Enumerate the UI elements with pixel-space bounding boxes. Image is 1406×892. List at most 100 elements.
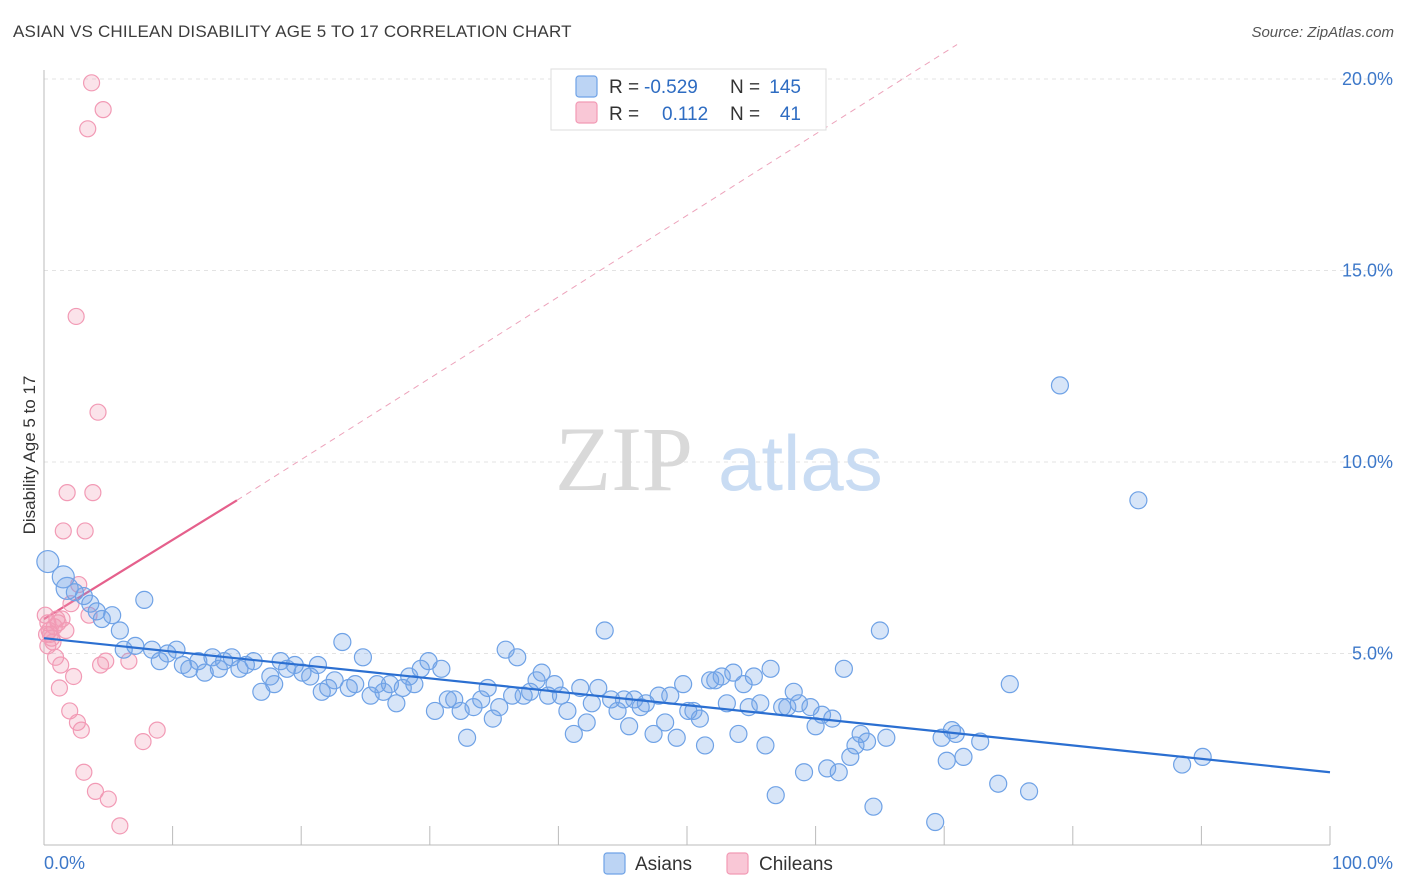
asian-point bbox=[1129, 491, 1148, 510]
asian-point bbox=[734, 675, 753, 694]
asian-point bbox=[464, 698, 483, 717]
asian-point bbox=[483, 709, 502, 728]
legend-r-label-chileans: R = bbox=[609, 104, 639, 125]
asian-point bbox=[729, 724, 748, 744]
chilean-point bbox=[120, 652, 138, 670]
y-axis-label: Disability Age 5 to 17 bbox=[20, 376, 39, 535]
asian-point bbox=[751, 694, 770, 713]
asian-point bbox=[744, 667, 763, 686]
asian-point bbox=[189, 652, 208, 671]
asian-point bbox=[667, 728, 686, 747]
asian-point bbox=[818, 759, 837, 778]
chilean-point bbox=[99, 790, 117, 808]
chilean-point bbox=[44, 633, 62, 651]
asian-point bbox=[508, 648, 527, 667]
asian-point bbox=[308, 655, 328, 675]
asian-point bbox=[1173, 755, 1192, 774]
asian-point bbox=[717, 694, 736, 713]
legend-correlation: R = -0.529 N = 145 R = 0.112 N = 41 bbox=[550, 68, 827, 131]
asian-point bbox=[971, 732, 990, 751]
asian-point bbox=[445, 690, 464, 709]
asian-point bbox=[644, 724, 663, 744]
y-tick-label-3: 20.0% bbox=[1342, 69, 1393, 89]
asian-point bbox=[789, 694, 808, 713]
asian-point bbox=[472, 690, 491, 709]
asian-point bbox=[457, 728, 477, 747]
chilean-point bbox=[52, 656, 70, 674]
legend-bottom-label-chileans: Chileans bbox=[759, 854, 833, 875]
asian-point bbox=[1000, 675, 1019, 694]
chilean-point bbox=[79, 120, 97, 138]
asian-point bbox=[602, 690, 621, 709]
chilean-point bbox=[75, 763, 93, 781]
tick-labels: 5.0% 10.0% 15.0% 20.0% 0.0% 100.0% bbox=[44, 69, 1393, 873]
chilean-point bbox=[86, 782, 105, 800]
asian-point bbox=[103, 606, 122, 625]
asian-point bbox=[608, 701, 627, 721]
asian-point bbox=[864, 797, 883, 816]
chilean-point bbox=[67, 307, 85, 326]
asian-point bbox=[756, 736, 775, 755]
legend-bottom-swatch-chileans bbox=[726, 852, 749, 875]
chilean-point bbox=[97, 652, 115, 670]
asian-point bbox=[937, 751, 956, 770]
asian-point bbox=[333, 632, 352, 652]
y-tick-label-1: 10.0% bbox=[1342, 452, 1393, 472]
asian-point bbox=[353, 648, 373, 667]
asian-point bbox=[577, 713, 596, 732]
legend-n-label-asians: N = bbox=[730, 77, 760, 98]
chilean-point bbox=[84, 484, 102, 502]
asian-point bbox=[932, 728, 951, 747]
legend-r-label-asians: R = bbox=[609, 77, 639, 98]
asian-point bbox=[841, 747, 860, 767]
asian-point bbox=[110, 621, 129, 640]
asian-point bbox=[595, 621, 614, 640]
asian-point bbox=[135, 590, 154, 609]
asian-point bbox=[829, 763, 848, 782]
asian-point bbox=[490, 698, 509, 717]
chilean-point bbox=[57, 621, 75, 640]
asian-point bbox=[571, 678, 590, 698]
watermark-zip: ZIP bbox=[555, 408, 693, 510]
chilean-point bbox=[64, 667, 83, 686]
asian-point bbox=[582, 694, 601, 713]
chilean-point bbox=[148, 721, 166, 739]
asian-point bbox=[325, 671, 344, 690]
asian-point bbox=[690, 709, 709, 728]
asian-point bbox=[857, 732, 877, 751]
y-tick-label-0: 5.0% bbox=[1352, 644, 1393, 664]
asian-point bbox=[877, 728, 896, 747]
chilean-point bbox=[54, 522, 72, 540]
asian-point bbox=[532, 663, 551, 682]
asian-point bbox=[558, 701, 577, 721]
asian-point bbox=[794, 763, 814, 782]
asian-point bbox=[195, 663, 214, 682]
asian-point bbox=[265, 675, 284, 694]
asian-point bbox=[761, 659, 780, 678]
legend-r-value-chileans: 0.112 bbox=[662, 104, 708, 125]
asian-point bbox=[954, 747, 973, 767]
asian-point bbox=[65, 583, 84, 602]
asian-point bbox=[425, 701, 445, 721]
legend-n-label-chileans: N = bbox=[730, 104, 760, 125]
chilean-point bbox=[134, 732, 152, 751]
x-tick-label-1: 100.0% bbox=[1332, 853, 1393, 873]
asian-point bbox=[989, 774, 1008, 793]
asian-point bbox=[405, 675, 424, 694]
asian-point bbox=[36, 549, 60, 574]
chilean-points bbox=[36, 74, 166, 835]
asian-point bbox=[1050, 376, 1070, 395]
asian-point bbox=[387, 694, 406, 713]
source-credit: Source: ZipAtlas.com bbox=[1251, 24, 1394, 41]
asian-point bbox=[167, 640, 186, 659]
watermark: ZIP atlas bbox=[555, 408, 883, 510]
chilean-point bbox=[50, 679, 69, 697]
asian-point bbox=[674, 675, 693, 694]
chilean-point bbox=[111, 817, 129, 835]
legend-r-value-asians: -0.529 bbox=[644, 77, 698, 98]
x-tick-label-0: 0.0% bbox=[44, 853, 85, 873]
asian-point bbox=[823, 709, 842, 728]
asian-point bbox=[92, 609, 111, 629]
watermark-atlas: atlas bbox=[718, 419, 883, 507]
chilean-point bbox=[72, 721, 90, 739]
